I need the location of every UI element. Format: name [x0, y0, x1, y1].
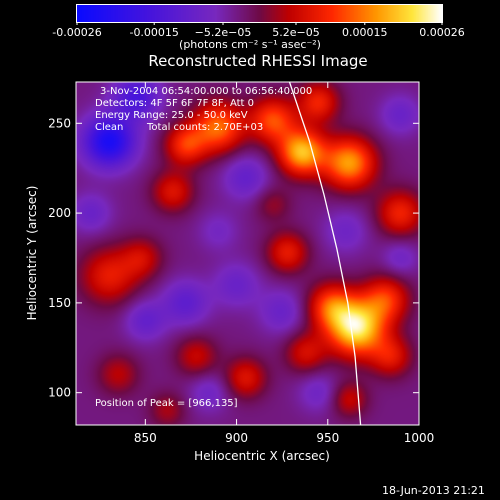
- colorbar-tick-label: 0.00015: [342, 26, 388, 39]
- y-tick-label: 200: [48, 206, 71, 220]
- colorbar-ticks: -0.00026 -0.00015 −5.2e−05 5.2e−05 0.00015 0.…: [52, 22, 465, 39]
- colorbar-tick-label: 5.2e−05: [272, 26, 319, 39]
- y-tick-label: 250: [48, 116, 71, 130]
- colorbar-tick-label: -0.00015: [129, 26, 178, 39]
- colorbar-tick-label: 0.00026: [419, 26, 465, 39]
- x-axis-ticks: 850 900 950 1000: [134, 82, 434, 445]
- y-axis-label: Heliocentric Y (arcsec): [25, 186, 39, 321]
- y-tick-label: 100: [48, 386, 71, 400]
- annotation-method: Clean: [95, 122, 124, 133]
- colorbar: [76, 4, 443, 23]
- x-tick-label: 1000: [404, 431, 435, 445]
- y-axis-ticks: 100 150 200 250: [48, 116, 419, 400]
- plot-frame: [75, 81, 420, 426]
- annotation-peak-position: Position of Peak = [966,135]: [95, 398, 238, 409]
- x-tick-label: 900: [225, 431, 248, 445]
- annotation-time-range: 3-Nov-2004 06:54:00.000 to 06:56:40.000: [100, 86, 313, 97]
- colorbar-axis: -0.00026 -0.00015 −5.2e−05 5.2e−05 0.00015 0.…: [52, 22, 465, 39]
- x-tick-label: 950: [316, 431, 339, 445]
- chart-title: Reconstructed RHESSI Image: [148, 52, 368, 70]
- annotation-detectors: Detectors: 4F 5F 6F 7F 8F, Att 0: [95, 98, 255, 109]
- x-axis-label: Heliocentric X (arcsec): [194, 449, 330, 463]
- y-tick-label: 150: [48, 296, 71, 310]
- annotation-energy: Energy Range: 25.0 - 50.0 keV: [95, 110, 248, 121]
- annotation-total-counts: Total counts: 2.70E+03: [147, 122, 264, 133]
- colorbar-tick-label: -0.00026: [52, 26, 101, 39]
- colorbar-unit-label: (photons cm⁻² s⁻¹ asec⁻²): [179, 38, 321, 51]
- timestamp: 18-Jun-2013 21:21: [382, 484, 485, 497]
- heatmap-image: [76, 82, 419, 425]
- colorbar-tick-label: −5.2e−05: [195, 26, 252, 39]
- x-tick-label: 850: [134, 431, 157, 445]
- solar-limb-curve: [288, 81, 362, 426]
